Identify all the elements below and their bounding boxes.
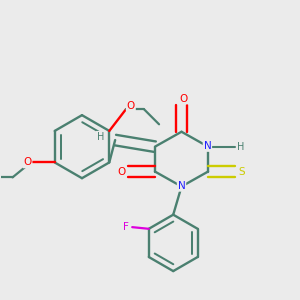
Text: O: O: [179, 94, 187, 103]
Text: H: H: [237, 142, 244, 152]
Text: O: O: [118, 167, 126, 177]
Text: F: F: [123, 222, 129, 232]
Text: O: O: [23, 158, 32, 167]
Text: N: N: [203, 141, 211, 151]
Text: H: H: [97, 132, 104, 142]
Text: N: N: [178, 181, 185, 191]
Text: S: S: [238, 167, 244, 177]
Text: O: O: [127, 101, 135, 111]
